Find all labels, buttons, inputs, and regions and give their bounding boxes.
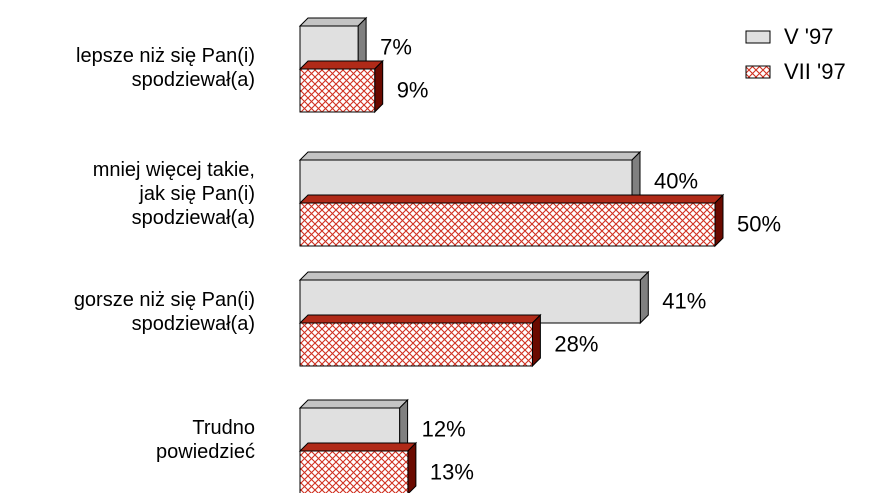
- data-label: 50%: [737, 211, 781, 236]
- bar-side-face: [714, 193, 724, 248]
- data-label: 41%: [662, 288, 706, 313]
- legend-swatch: [745, 30, 771, 44]
- bar-top-face: [298, 442, 418, 452]
- bar-side-face: [374, 59, 384, 114]
- data-label: 12%: [422, 416, 466, 441]
- bar-top-face: [298, 60, 384, 70]
- bar-top-face: [298, 194, 725, 204]
- category-label-line: powiedzieć: [156, 441, 255, 463]
- category-label-line: mniej więcej takie,: [92, 159, 255, 181]
- bar-side-face: [639, 270, 649, 325]
- bar-side-face: [531, 313, 541, 368]
- bar-s2-4: [298, 441, 418, 493]
- category-label: mniej więcej takie, jak się Pan(i) spodzie…: [93, 158, 255, 230]
- bar-top-face: [298, 271, 650, 281]
- legend-item-1: V '97: [745, 24, 833, 49]
- bar-front-face: [299, 68, 376, 113]
- category-label: lepsze niż się Pan(i) spodziewał(a): [76, 44, 255, 92]
- bar-side-face: [407, 441, 417, 493]
- legend-label: VII '97: [784, 59, 846, 84]
- category-label-line: spodziewał(a): [131, 207, 255, 229]
- bar-s2-2: [298, 193, 725, 248]
- legend-label: V '97: [784, 24, 833, 49]
- bar-front-face: [299, 202, 716, 247]
- category-label-line: spodziewał(a): [131, 69, 255, 91]
- data-label: 13%: [430, 459, 474, 484]
- bar-s2-3: [298, 313, 542, 368]
- bar-top-face: [298, 151, 642, 161]
- data-label: 40%: [654, 168, 698, 193]
- category-label-line: jak się Pan(i): [139, 183, 255, 205]
- category-label: gorsze niż się Pan(i) spodziewał(a): [74, 288, 255, 336]
- bar-s1-3: [298, 270, 650, 325]
- legend-item-2: VII '97: [745, 59, 846, 84]
- category-label-line: lepsze niż się Pan(i): [76, 45, 255, 67]
- bar-s2-1: [298, 59, 384, 114]
- bar-front-face: [299, 322, 533, 367]
- data-label: 28%: [554, 331, 598, 356]
- bar-top-face: [298, 17, 368, 27]
- category-label: Trudno powiedzieć: [156, 416, 255, 464]
- bar-top-face: [298, 399, 409, 409]
- legend-swatch: [745, 65, 771, 79]
- category-label-line: gorsze niż się Pan(i): [73, 289, 255, 311]
- category-label-line: spodziewał(a): [131, 313, 255, 335]
- bar-front-face: [299, 450, 409, 493]
- bar-top-face: [298, 314, 542, 324]
- category-label-line: Trudno: [192, 417, 255, 439]
- data-label: 9%: [397, 77, 429, 102]
- data-label: 7%: [380, 34, 412, 59]
